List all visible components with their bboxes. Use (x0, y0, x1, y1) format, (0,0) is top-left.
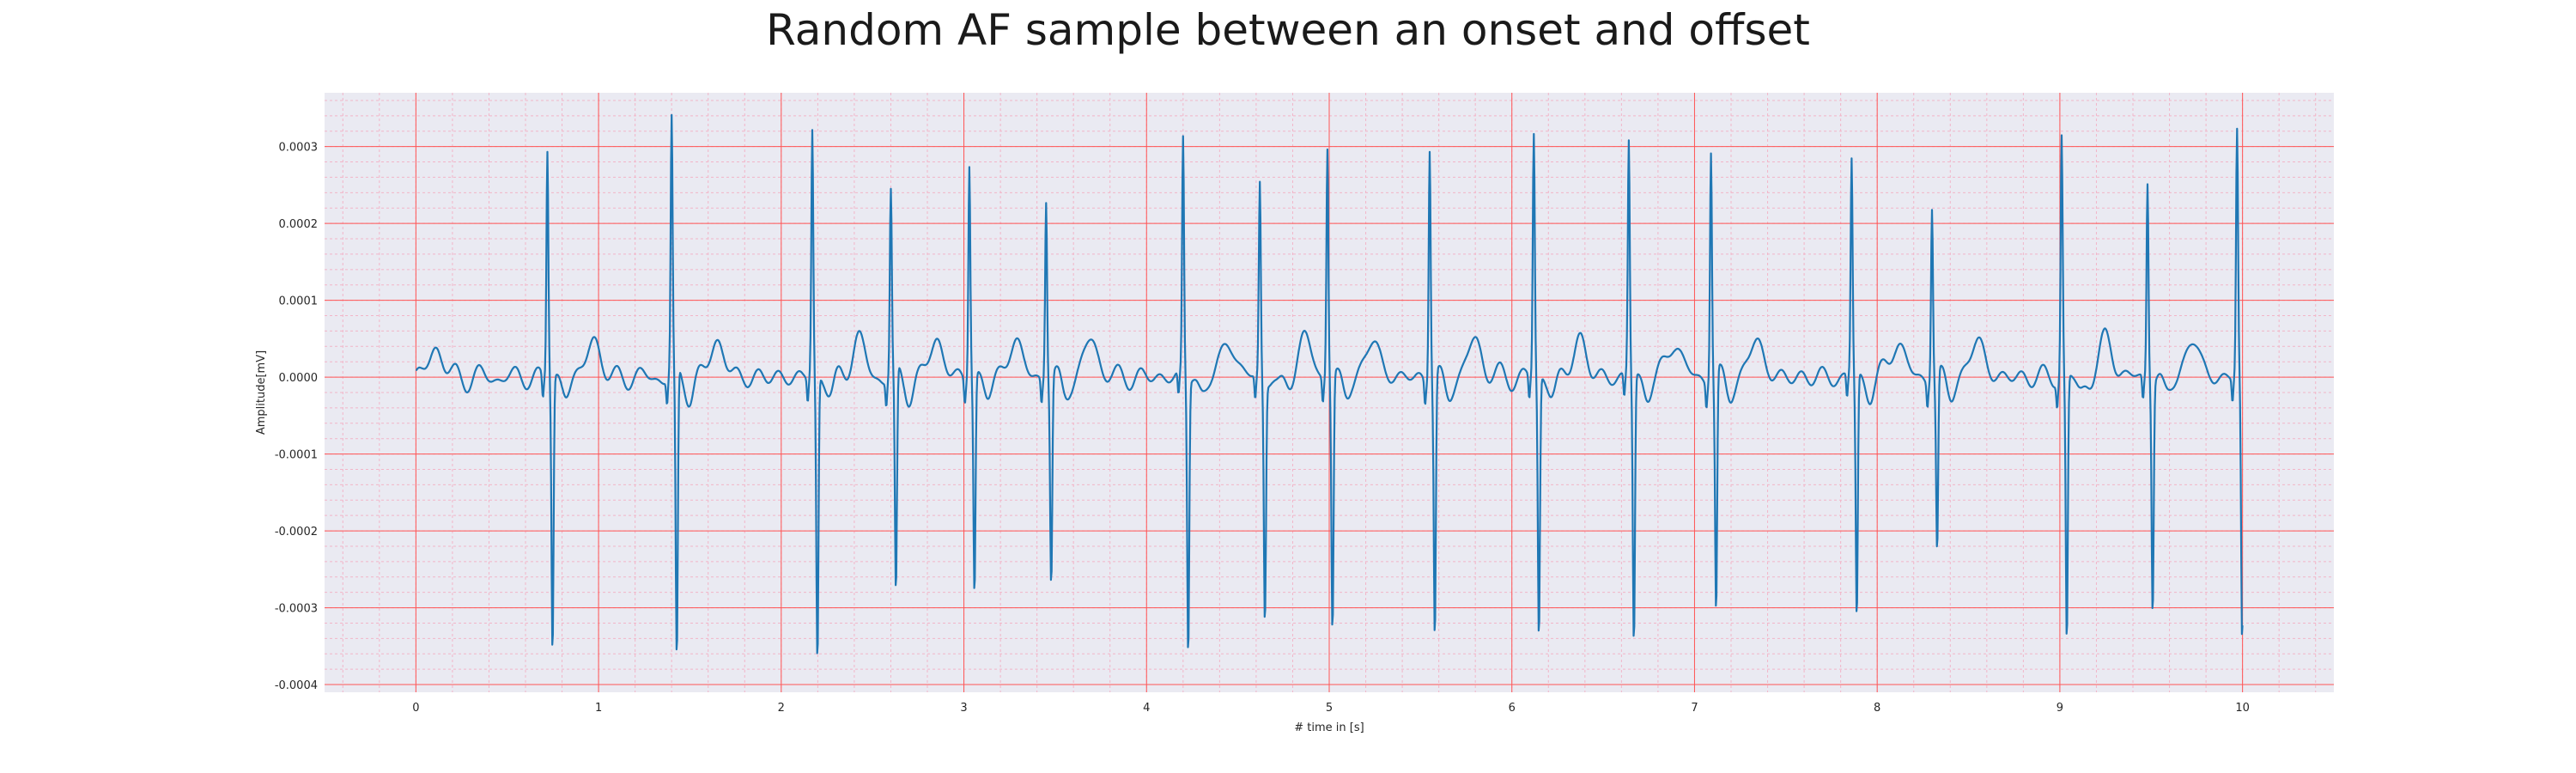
y-tick-labels: -0.0004 -0.0003 -0.0002 -0.0001 0.0000 0.0001… (275, 142, 318, 692)
y-axis-label: Amplitude[mV] (255, 350, 268, 435)
x-tick-label: 10 (2235, 702, 2250, 715)
x-tick-label: 7 (1691, 702, 1698, 715)
y-tick-label: 0.0003 (279, 142, 319, 155)
x-tick-label: 2 (778, 702, 785, 715)
x-tick-label: 5 (1326, 702, 1333, 715)
x-tick-label: 4 (1143, 702, 1150, 715)
y-tick-label: -0.0002 (275, 526, 318, 539)
y-tick-label: -0.0001 (275, 449, 318, 462)
y-tick-label: -0.0003 (275, 603, 318, 616)
x-tick-label: 3 (960, 702, 967, 715)
x-tick-label: 1 (595, 702, 602, 715)
x-tick-label: 8 (1874, 702, 1880, 715)
y-tick-label: 0.0002 (279, 218, 319, 231)
y-tick-label: 0.0000 (279, 372, 319, 385)
series-layer (415, 113, 2244, 654)
x-axis-label: # time in [s] (1294, 721, 1364, 734)
ecg-signal-line (415, 113, 2244, 654)
x-tick-label: 6 (1509, 702, 1516, 715)
x-tick-labels: 0 1 2 3 4 5 6 7 8 9 10 (412, 702, 2250, 715)
y-tick-label: 0.0001 (279, 295, 319, 308)
chart-title: Random AF sample between an onset and of… (766, 5, 1810, 55)
x-tick-label: 0 (412, 702, 419, 715)
y-tick-label: -0.0004 (275, 679, 318, 692)
x-tick-label: 9 (2057, 702, 2063, 715)
